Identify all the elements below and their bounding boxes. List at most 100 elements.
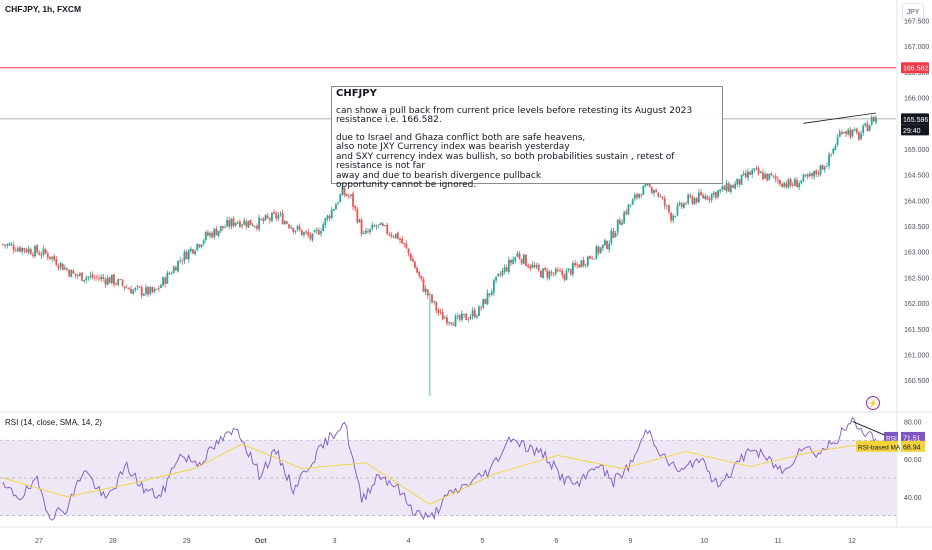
candle-body: [314, 231, 316, 233]
candle-body: [115, 284, 117, 285]
rsi-ma-tag-label: RSI-based MA: [858, 444, 901, 451]
candle-body: [568, 268, 570, 270]
candle-body: [442, 312, 444, 320]
candle-body: [704, 196, 706, 199]
candle-body: [497, 274, 499, 276]
candle-body: [581, 260, 583, 267]
candle-body: [687, 195, 689, 203]
candle-body: [322, 224, 324, 231]
candle-body: [809, 174, 811, 176]
candle-body: [401, 239, 403, 243]
candle-body: [41, 254, 43, 255]
candle-body: [615, 233, 617, 237]
candle-body: [585, 265, 587, 266]
price-tick-label: 162.500: [904, 275, 929, 282]
candle-body: [724, 186, 726, 190]
candle-body: [196, 244, 198, 250]
candle-body: [706, 196, 708, 199]
candle-body: [700, 192, 702, 195]
candle-body: [354, 206, 356, 209]
candle-body: [45, 249, 47, 253]
candle-body: [698, 193, 700, 203]
candle-body: [502, 271, 504, 275]
candle-body: [107, 278, 109, 285]
candle-body: [393, 237, 395, 238]
candle-body: [521, 259, 523, 263]
candle-body: [34, 246, 36, 256]
rsi-indicator-title[interactable]: RSI (14, close, SMA, 14, 2): [5, 418, 102, 427]
candle-body: [233, 218, 235, 225]
price-tick-label: 160.500: [904, 378, 929, 385]
candle-body: [2, 244, 4, 245]
candle-body: [732, 185, 734, 188]
candle-body: [517, 253, 519, 256]
candle-body: [736, 179, 738, 185]
time-tick-label: 6: [554, 538, 558, 545]
candle-body: [96, 277, 98, 278]
candle-body: [679, 203, 681, 205]
candle-body: [800, 180, 802, 183]
rsi-ma-value-tag: 68.94: [903, 444, 921, 451]
candle-body: [845, 132, 847, 134]
candle-body: [239, 222, 241, 227]
candle-body: [282, 213, 284, 224]
candle-body: [608, 244, 610, 250]
candle-body: [638, 194, 640, 198]
candle-body: [303, 232, 305, 235]
candle-body: [198, 244, 200, 246]
candle-body: [292, 228, 294, 232]
candle-body: [211, 233, 213, 238]
annotation-note[interactable]: CHFJPY can show a pull back from current…: [331, 86, 723, 184]
candle-body: [26, 250, 28, 252]
candle-body: [474, 310, 476, 318]
candle-body: [203, 240, 205, 244]
candle-body: [563, 275, 565, 280]
candle-body: [280, 214, 282, 215]
candle-body: [542, 268, 544, 278]
candle-body: [162, 277, 164, 285]
candle-body: [177, 261, 179, 272]
candle-body: [544, 268, 546, 270]
price-tick-label: 167.500: [904, 19, 929, 26]
candle-body: [487, 293, 489, 305]
candle-body: [258, 218, 260, 230]
candle-body: [382, 224, 384, 226]
candle-body: [312, 233, 314, 239]
candle-body: [670, 213, 672, 221]
candle-body: [388, 234, 390, 235]
candle-body: [858, 132, 860, 140]
candle-body: [450, 323, 452, 324]
candle-body: [356, 209, 358, 222]
candle-body: [694, 198, 696, 204]
candle-body: [860, 134, 862, 139]
candle-body: [773, 176, 775, 177]
candle-body: [534, 265, 536, 267]
candle-body: [49, 257, 51, 259]
candle-body: [32, 254, 34, 255]
candle-body: [805, 175, 807, 176]
candle-body: [145, 287, 147, 294]
candle-body: [856, 129, 858, 132]
candle-body: [216, 229, 218, 235]
rsi-tick-label: 80.00: [904, 419, 922, 426]
candle-body: [549, 271, 551, 278]
candle-body: [551, 272, 553, 273]
candle-body: [813, 171, 815, 177]
candle-body: [98, 278, 100, 279]
candle-body: [640, 195, 642, 196]
time-tick-label: 12: [848, 538, 856, 545]
candle-body: [619, 220, 621, 224]
candle-body: [181, 261, 183, 262]
candle-body: [273, 212, 275, 214]
candle-body: [156, 289, 158, 290]
lightning-icon[interactable]: ⚡: [866, 396, 880, 410]
candle-body: [621, 222, 623, 225]
candle-body: [719, 189, 721, 191]
candle-body: [248, 221, 250, 228]
candle-body: [506, 267, 508, 271]
candle-body: [685, 204, 687, 205]
candle-body: [817, 173, 819, 174]
candle-body: [166, 273, 168, 284]
candle-body: [431, 295, 433, 303]
